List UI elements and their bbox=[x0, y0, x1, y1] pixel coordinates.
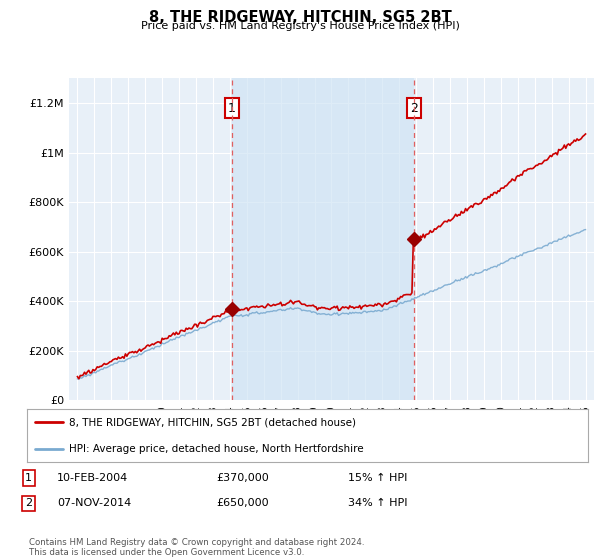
Text: 15% ↑ HPI: 15% ↑ HPI bbox=[348, 473, 407, 483]
Text: £650,000: £650,000 bbox=[216, 498, 269, 508]
Text: Contains HM Land Registry data © Crown copyright and database right 2024.
This d: Contains HM Land Registry data © Crown c… bbox=[29, 538, 364, 557]
Bar bbox=[232, 78, 413, 400]
Text: 34% ↑ HPI: 34% ↑ HPI bbox=[348, 498, 407, 508]
Text: £370,000: £370,000 bbox=[216, 473, 269, 483]
Text: HPI: Average price, detached house, North Hertfordshire: HPI: Average price, detached house, Nort… bbox=[69, 444, 364, 454]
Text: 8, THE RIDGEWAY, HITCHIN, SG5 2BT: 8, THE RIDGEWAY, HITCHIN, SG5 2BT bbox=[149, 10, 451, 25]
Text: 2: 2 bbox=[410, 101, 418, 115]
Text: Price paid vs. HM Land Registry's House Price Index (HPI): Price paid vs. HM Land Registry's House … bbox=[140, 21, 460, 31]
Text: 07-NOV-2014: 07-NOV-2014 bbox=[57, 498, 131, 508]
Text: 1: 1 bbox=[227, 101, 236, 115]
Text: 10-FEB-2004: 10-FEB-2004 bbox=[57, 473, 128, 483]
Text: 2: 2 bbox=[25, 498, 32, 508]
Text: 1: 1 bbox=[25, 473, 32, 483]
Text: 8, THE RIDGEWAY, HITCHIN, SG5 2BT (detached house): 8, THE RIDGEWAY, HITCHIN, SG5 2BT (detac… bbox=[69, 417, 356, 427]
